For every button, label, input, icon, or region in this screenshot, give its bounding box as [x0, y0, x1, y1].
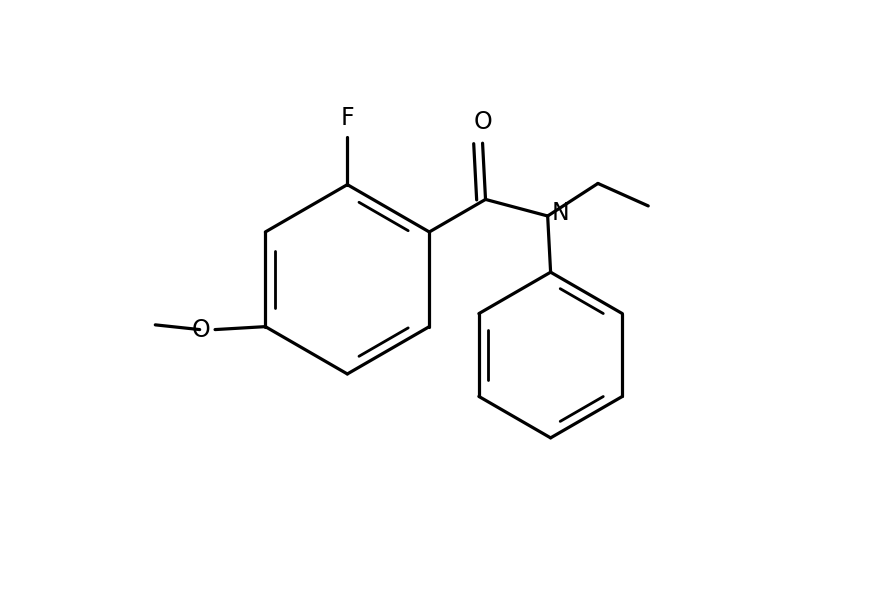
Text: O: O — [192, 317, 210, 341]
Text: F: F — [340, 106, 354, 130]
Text: O: O — [473, 110, 492, 134]
Text: N: N — [552, 201, 569, 225]
